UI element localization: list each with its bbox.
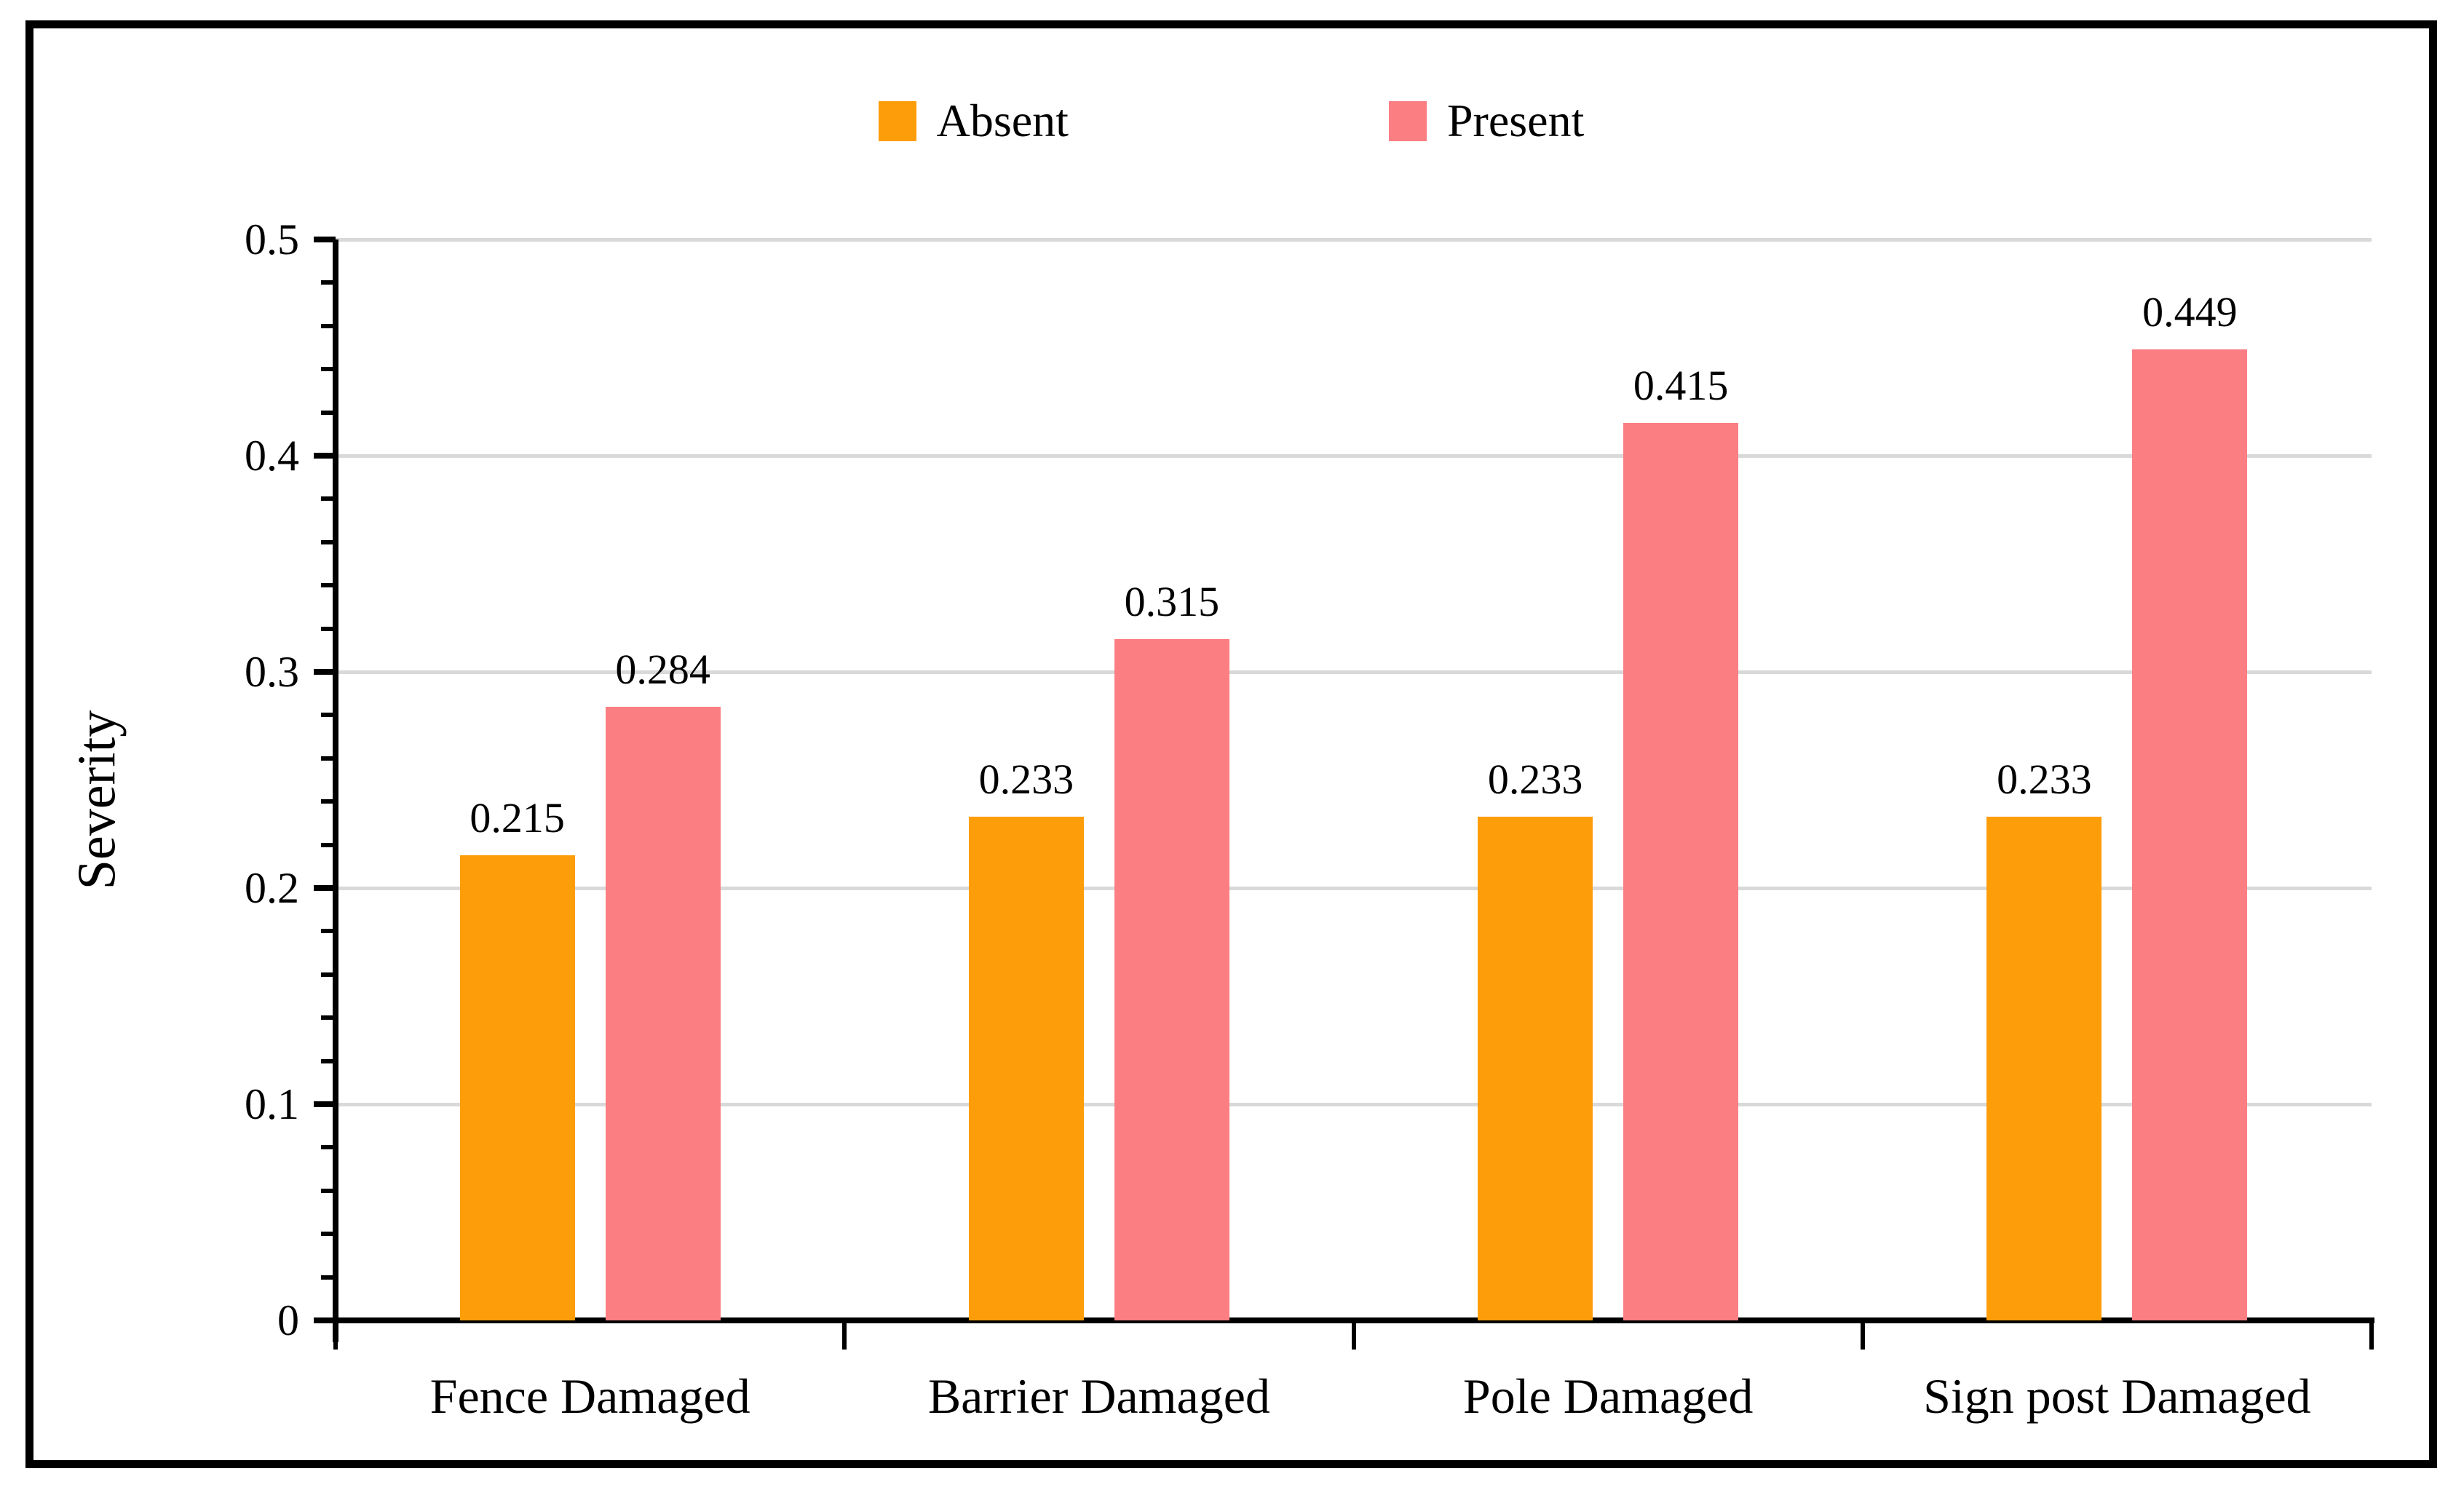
x-axis-boundary-tick (333, 1320, 338, 1350)
y-axis-minor-tick (321, 583, 336, 588)
x-axis-boundary-tick (1351, 1320, 1356, 1350)
bar-value-label: 0.233 (1997, 755, 2092, 803)
y-axis-minor-tick (321, 410, 336, 415)
y-tick-label: 0.4 (245, 432, 299, 480)
y-axis-major-tick (314, 237, 336, 242)
y-axis-major-tick (314, 1317, 336, 1323)
y-axis-minor-tick (321, 1015, 336, 1021)
y-tick-label: 0.3 (245, 648, 299, 696)
bar-value-label: 0.415 (1633, 362, 1729, 410)
y-axis-minor-tick (321, 1058, 336, 1063)
y-axis-minor-tick (321, 756, 336, 761)
bar-absent (1986, 816, 2102, 1320)
bar-value-label: 0.233 (978, 755, 1074, 803)
y-axis-minor-tick (321, 713, 336, 718)
bar-value-label: 0.284 (615, 645, 710, 693)
y-axis-minor-tick (321, 929, 336, 934)
y-axis-minor-tick (321, 626, 336, 631)
y-axis-minor-tick (321, 972, 336, 977)
y-axis-minor-tick (321, 539, 336, 544)
y-axis-minor-tick (321, 1232, 336, 1237)
bar-absent (459, 855, 575, 1320)
y-axis-minor-tick (321, 842, 336, 847)
y-axis-major-tick (314, 1101, 336, 1107)
y-axis-major-tick (314, 669, 336, 675)
bar-value-label: 0.233 (1487, 755, 1583, 803)
bar-absent (968, 816, 1084, 1320)
y-axis-major-tick (314, 453, 336, 459)
bar-present (1623, 423, 1739, 1320)
y-axis-minor-tick (321, 1188, 336, 1193)
legend-item-present: Present (1388, 95, 1585, 146)
category-label: Pole Damaged (1462, 1368, 1754, 1424)
y-axis-title: Severity (67, 710, 127, 890)
category-label: Barrier Damaged (927, 1368, 1270, 1424)
bar-absent (1478, 816, 1593, 1320)
legend-swatch-absent (878, 100, 916, 141)
gridline (336, 238, 2372, 242)
y-axis-minor-tick (321, 323, 336, 328)
gridline (336, 887, 2372, 890)
legend-label-present: Present (1446, 95, 1585, 146)
bar-present (1114, 639, 1229, 1320)
y-tick-label: 0 (277, 1296, 299, 1344)
legend-item-absent: Absent (878, 95, 1069, 146)
gridline (336, 454, 2372, 458)
y-axis-minor-tick (321, 280, 336, 285)
x-axis-boundary-tick (1860, 1320, 1865, 1350)
y-tick-label: 0.2 (245, 864, 299, 912)
y-axis-minor-tick (321, 1145, 336, 1150)
y-axis-major-tick (314, 885, 336, 891)
y-tick-label: 0.1 (245, 1080, 299, 1128)
y-axis-minor-tick (321, 799, 336, 804)
y-tick-label: 0.5 (245, 215, 299, 263)
y-axis-line (333, 239, 338, 1342)
category-label: Sign post Damaged (1923, 1368, 2311, 1424)
legend-label-absent: Absent (936, 95, 1069, 146)
legend-swatch-present (1388, 100, 1427, 141)
x-axis-boundary-tick (842, 1320, 847, 1350)
y-axis-minor-tick (321, 496, 336, 502)
bar-value-label: 0.449 (2142, 288, 2238, 336)
y-axis-minor-tick (321, 367, 336, 372)
figure-border: Absent Present Severity 0 0.1 0.2 0.3 0.4 0.5… (25, 20, 2437, 1468)
gridline (336, 1103, 2372, 1106)
x-axis-boundary-tick (2369, 1320, 2374, 1350)
y-axis-minor-tick (321, 1275, 336, 1280)
gridline (336, 670, 2372, 674)
bar-value-label: 0.215 (470, 794, 565, 842)
bar-present (2132, 349, 2248, 1320)
legend: Absent Present (33, 98, 2429, 144)
bar-present (605, 706, 721, 1320)
category-label: Fence Damaged (429, 1368, 750, 1424)
bar-value-label: 0.315 (1124, 578, 1220, 626)
